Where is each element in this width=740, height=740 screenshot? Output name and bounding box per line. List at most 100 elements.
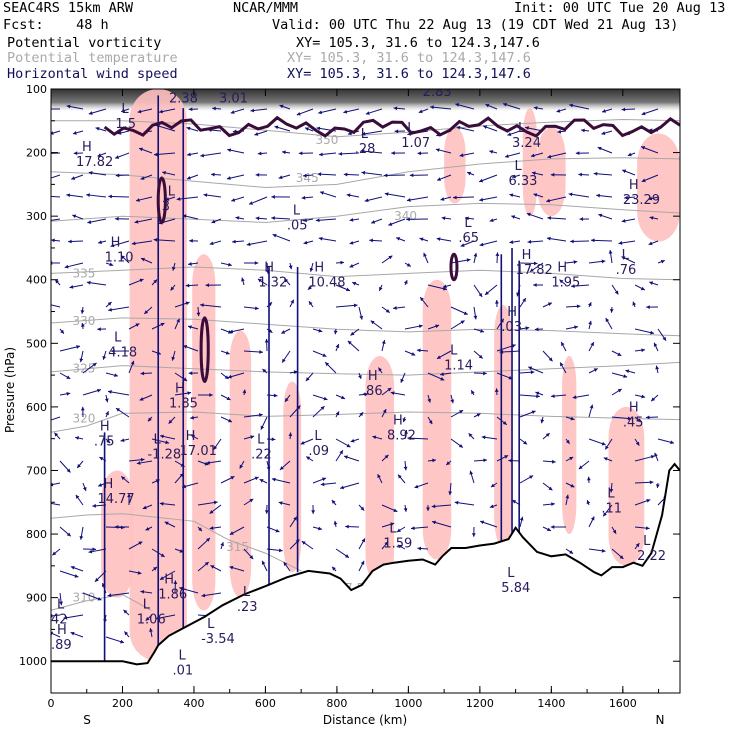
wind-vector-head [322,353,327,357]
wind-vector-head [160,553,165,557]
wind-vector-head [352,281,357,286]
hl-marker: L [507,566,515,581]
wind-vector-head [349,218,354,222]
x-endpoint-south: S [83,713,91,727]
wind-vector-head [635,441,640,446]
wind-vector-head [271,195,275,199]
wind-vector-head [406,263,411,267]
wind-vector-head [317,172,322,177]
wind-vector-head [121,476,126,481]
wind-vector-head [153,566,157,571]
wind-vector-head [430,105,434,110]
wind-vector-head [406,217,410,222]
wind-vector-head [648,196,653,201]
hl-value: 1.06 [137,613,166,628]
wind-vector-head [320,482,325,487]
wind-vector-head [250,435,255,439]
wind-vector-head [409,173,414,178]
wind-vector-head [481,435,486,440]
wind-vector-head [589,404,594,409]
hl-value: 17.82 [516,263,553,278]
wind-vector-head [360,506,365,511]
wind-vector-head [550,172,555,177]
wind-vector-head [453,195,457,200]
wind-vector-head [160,434,164,439]
wind-vector-head [230,476,235,480]
wind-vector-head [159,109,163,114]
wind-vector-head [70,631,75,636]
wind-vector-head [165,440,170,445]
hl-value: .45 [623,416,644,431]
wind-vector-head [527,239,532,244]
wind-vector-head [590,516,595,521]
wind-vector-head [300,441,305,445]
wind-vector-head [391,151,395,156]
wind-vector-head [107,593,112,598]
wind-vector-head [226,396,231,401]
wind-vector-head [298,151,303,156]
wind-vector-head [622,169,627,174]
wind-vector-head [570,416,575,421]
wind-vector-head [211,172,215,177]
hl-marker: H [82,140,92,155]
wind-vector-head [560,362,564,367]
wind-vector-head [296,111,301,116]
wind-vector-head [140,371,145,376]
hl-marker: L [57,598,65,613]
wind-vector-head [436,237,441,241]
wind-vector-head [73,151,78,156]
wind-vector-head [569,456,574,461]
wind-vector-head [262,368,267,373]
wind-vector-head [185,301,190,306]
wind-vector-head [64,264,69,269]
hl-marker: H [111,235,121,250]
wind-vector-head [66,375,71,379]
wind-vector-head [226,176,231,180]
pv-shade-region [537,127,566,217]
wind-vector-head [254,261,259,265]
hl-value: 17.82 [76,155,113,170]
wind-vector-head [147,417,152,422]
wind-vector-head [135,323,140,327]
wind-vector-head [115,173,120,178]
wind-vector-head [205,283,210,288]
wind-vector-head [200,153,205,158]
wind-vector-head [108,307,112,312]
wind-vector-head [365,111,370,115]
wind-vector-head [94,577,99,582]
hl-marker: L [293,204,301,219]
wind-vector-head [186,175,191,180]
wind-vector-head [396,528,401,533]
wind-vector [51,502,61,506]
wind-vector-head [139,147,144,152]
wind-vector-head [191,435,196,439]
x-tick-label: 800 [326,697,347,710]
wind-vector-head [339,450,343,455]
wind-vector-head [353,303,358,308]
wind-vector-head [183,345,188,349]
wind-vector-head [303,173,307,178]
wind-vector-head [323,396,328,401]
wind-vector-head [504,455,509,459]
wind-vector-head [574,325,578,330]
wind-vector-head [529,475,534,480]
wind-vector [360,150,383,154]
wind-vector-head [551,502,555,507]
wind-vector-head [75,494,80,499]
y-tick-label: 800 [26,528,47,541]
wind-vector [51,632,61,638]
wind-vector-head [209,509,214,514]
wind-vector-head [318,236,323,241]
wind-vector-head [46,303,50,307]
wind-vector-head [523,440,528,445]
wind-vector-head [442,284,447,289]
wind-vector-head [548,486,553,491]
hl-marker: L [243,585,251,600]
wind-vector-head [322,477,327,482]
wind-vector-head [565,439,570,444]
pv-shade-region [494,305,513,547]
wind-vector-head [137,570,142,575]
wind-vector-head [593,368,598,372]
wind-vector-head [80,310,85,314]
